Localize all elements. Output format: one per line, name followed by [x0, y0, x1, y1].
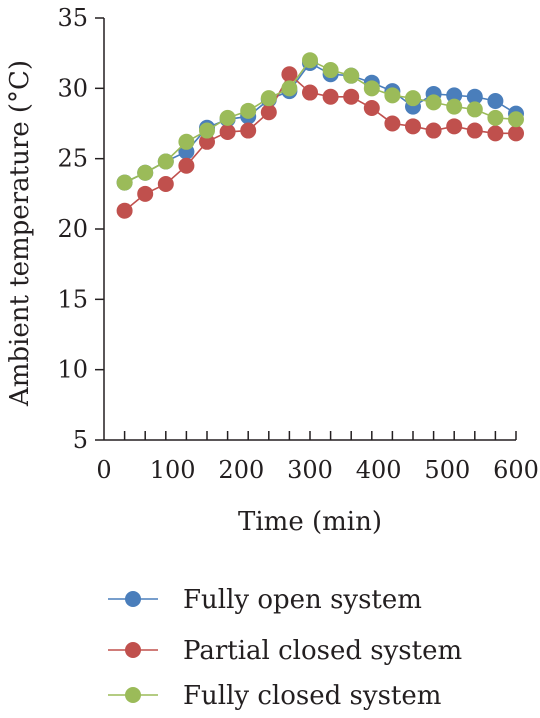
legend-item: Partial closed system — [108, 636, 462, 666]
x-tick-label: 300 — [287, 456, 333, 484]
x-tick-label: 100 — [150, 456, 196, 484]
series-2 — [116, 66, 524, 219]
y-tick-label: 20 — [57, 215, 88, 243]
data-point — [425, 122, 442, 139]
legend-label: Fully closed system — [183, 681, 441, 711]
data-point — [446, 87, 463, 104]
data-point — [157, 175, 174, 192]
data-point — [363, 100, 380, 117]
y-tick-label: 5 — [73, 426, 88, 454]
data-point — [343, 88, 360, 105]
y-axis-title: Ambient temperature (°C) — [5, 60, 35, 407]
legend-marker — [125, 642, 141, 658]
data-point — [487, 92, 504, 109]
series-3 — [116, 52, 524, 191]
data-point — [240, 122, 257, 139]
data-point — [322, 62, 339, 79]
data-point — [116, 202, 133, 219]
data-point — [425, 94, 442, 111]
x-tick-label: 0 — [96, 456, 111, 484]
x-tick-label: 400 — [356, 456, 402, 484]
data-point — [384, 115, 401, 132]
data-point — [260, 104, 277, 121]
data-point — [281, 66, 298, 83]
legend-marker — [125, 591, 141, 607]
data-point — [116, 174, 133, 191]
data-point — [260, 90, 277, 107]
data-point — [240, 102, 257, 119]
data-point — [405, 118, 421, 135]
data-point — [487, 109, 504, 126]
data-point — [446, 98, 463, 115]
data-point — [178, 133, 195, 150]
data-point — [322, 88, 339, 105]
data-point — [302, 52, 318, 69]
legend: Fully open system Partial closed system Fu… — [108, 585, 462, 711]
x-tick-label: 500 — [424, 456, 470, 484]
ticks: 5 10 15 20 25 30 35 0 100 200 300 400 500 600 — [57, 4, 538, 484]
data-point — [466, 122, 483, 139]
data-point — [508, 125, 524, 142]
data-point — [405, 90, 421, 107]
legend-item: Fully open system — [108, 585, 422, 615]
data-point — [219, 109, 236, 126]
series-layer — [116, 52, 524, 219]
data-point — [343, 67, 360, 84]
legend-marker — [125, 687, 141, 703]
data-point — [137, 164, 154, 181]
series-1 — [116, 55, 524, 191]
data-point — [137, 185, 154, 202]
data-point — [199, 133, 215, 150]
data-point — [466, 101, 483, 118]
y-tick-label: 15 — [57, 285, 88, 313]
legend-label: Partial closed system — [183, 636, 462, 666]
data-point — [446, 118, 463, 135]
legend-item: Fully closed system — [108, 681, 441, 711]
data-point — [219, 123, 236, 140]
x-axis-title: Time (min) — [238, 507, 382, 537]
legend-label: Fully open system — [183, 585, 422, 615]
y-tick-label: 10 — [57, 356, 88, 384]
data-point — [508, 111, 524, 128]
x-tick-label: 200 — [218, 456, 264, 484]
data-point — [302, 84, 318, 101]
data-point — [157, 153, 174, 170]
y-tick-label: 30 — [57, 74, 88, 102]
y-tick-label: 25 — [57, 145, 88, 173]
data-point — [384, 87, 401, 104]
data-point — [487, 125, 504, 142]
data-point — [281, 80, 298, 97]
axes — [103, 18, 516, 441]
data-point — [466, 88, 483, 105]
y-tick-label: 35 — [57, 4, 88, 32]
x-tick-label: 600 — [493, 456, 539, 484]
data-point — [363, 80, 380, 97]
data-point — [178, 157, 195, 174]
data-point — [199, 122, 215, 139]
